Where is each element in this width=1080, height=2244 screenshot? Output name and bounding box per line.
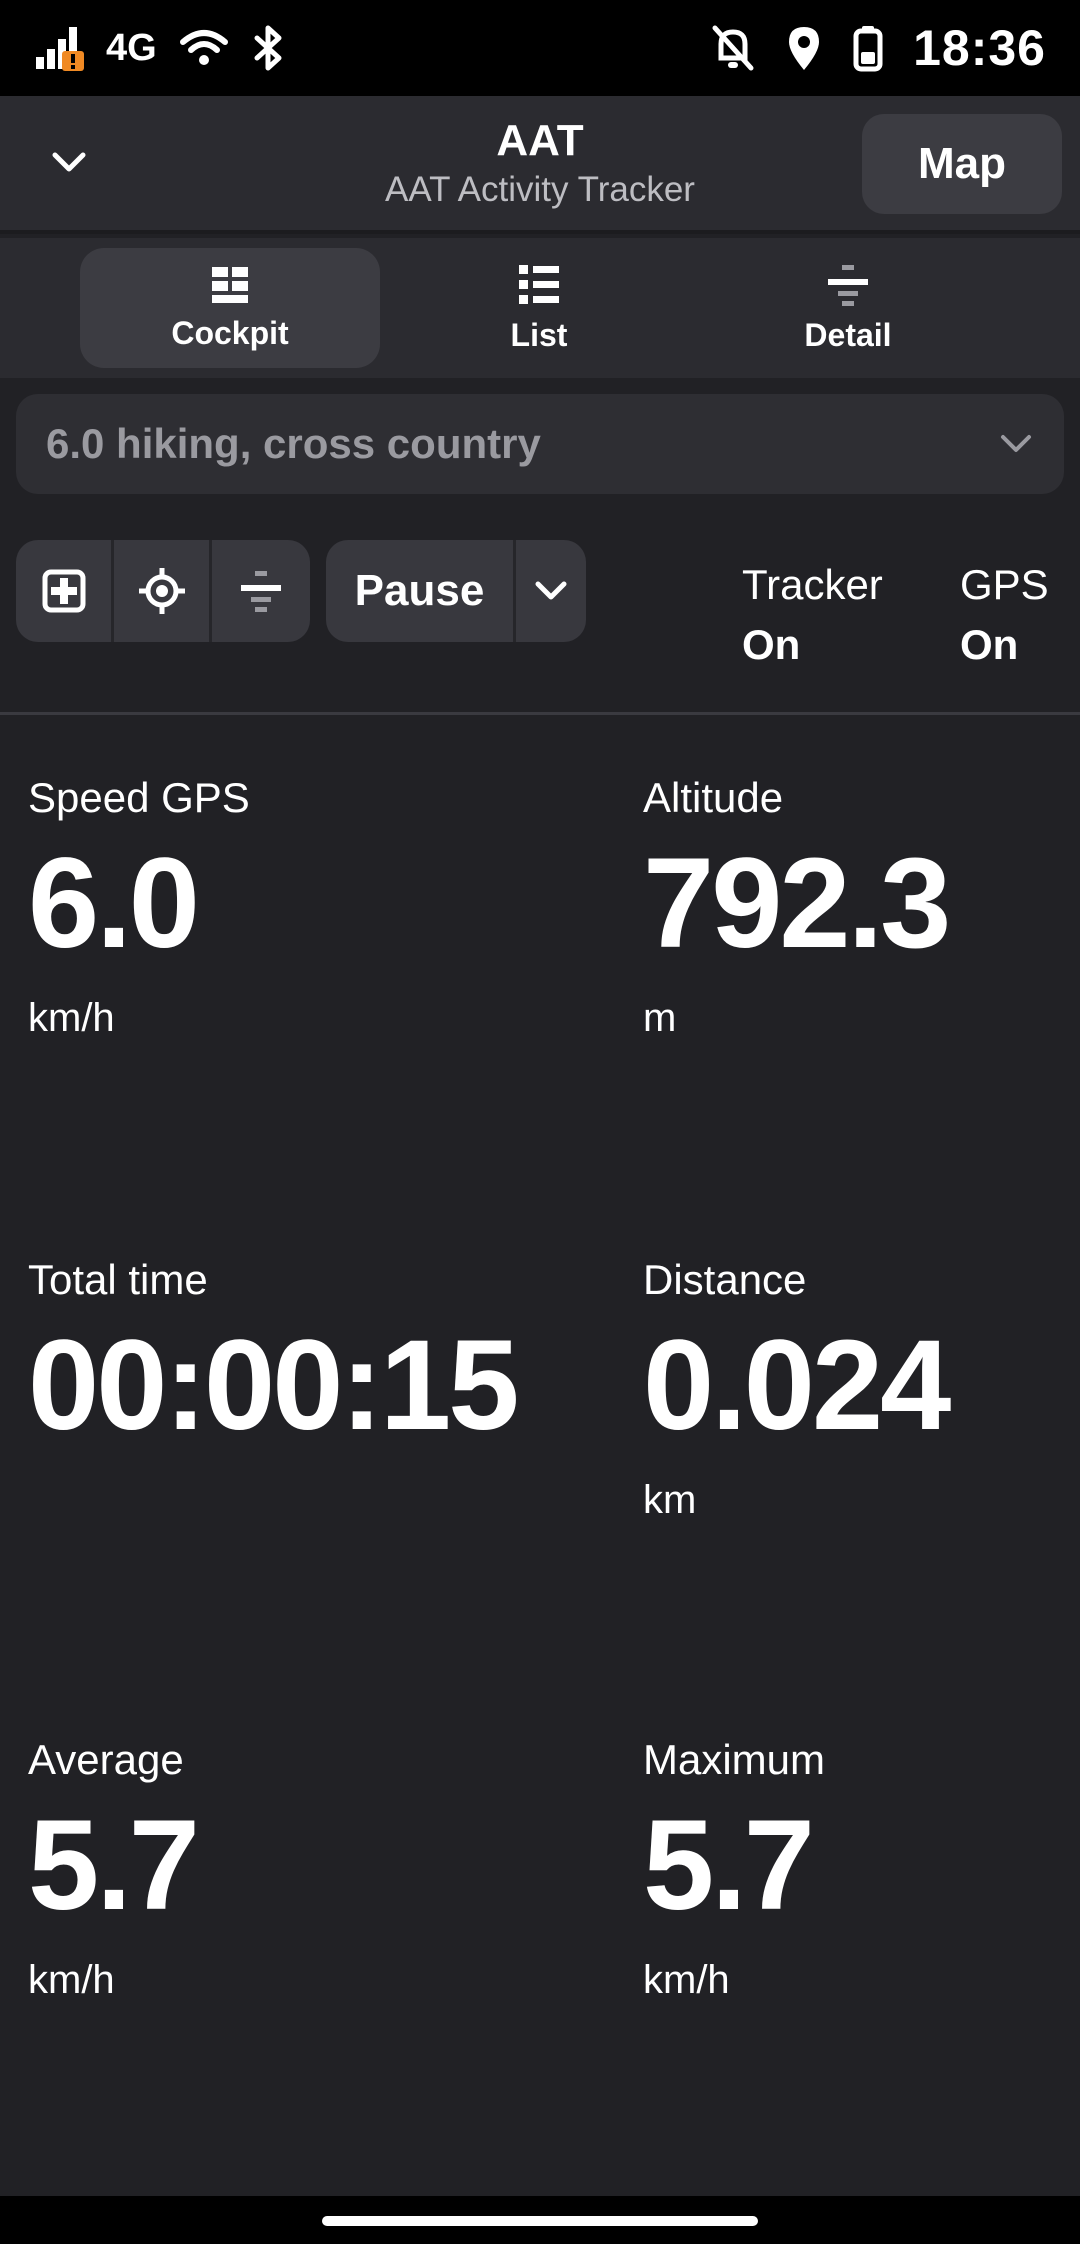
map-frame-icon	[42, 569, 85, 613]
signal-icon	[34, 25, 84, 71]
tab-label: Cockpit	[171, 314, 289, 351]
crosshair-icon	[138, 568, 185, 614]
map-button[interactable]: Map	[862, 114, 1062, 214]
wifi-icon	[179, 28, 229, 68]
tracker-toolbar: Pause	[16, 540, 586, 642]
collapse-button[interactable]	[36, 130, 102, 196]
tracker-value: On	[742, 621, 801, 668]
activity-select[interactable]: 6.0 hiking, cross country	[16, 394, 1064, 494]
cockpit-cell-distance: Distance 0.024 km	[643, 1255, 1080, 1525]
cell-value: 00:00:15	[28, 1314, 519, 1457]
tracker-status: Tracker On	[742, 555, 883, 675]
cell-unit: km/h	[28, 996, 115, 1040]
cell-label: Distance	[643, 1256, 807, 1303]
cockpit-cell-average: Average 5.7 km/h	[28, 1735, 548, 2005]
cell-label: Average	[28, 1736, 184, 1783]
cockpit-cell-speed: Speed GPS 6.0 km/h	[28, 773, 548, 1043]
cockpit-cell-maximum: Maximum 5.7 km/h	[643, 1735, 1080, 2005]
gesture-bar	[0, 2196, 1080, 2244]
cockpit-cell-altitude: Altitude 792.3 m	[643, 773, 1080, 1043]
gps-status: GPS On	[960, 555, 1049, 675]
cell-unit: m	[643, 996, 677, 1040]
list-icon	[519, 264, 559, 304]
location-icon	[785, 24, 823, 72]
chevron-down-icon	[1001, 435, 1031, 452]
tab-label: List	[510, 316, 568, 353]
app-header: AAT AAT Activity Tracker Map	[0, 96, 1080, 234]
bluetooth-icon	[251, 24, 285, 72]
chevron-down-icon	[535, 581, 567, 600]
tab-cockpit[interactable]: Cockpit	[80, 248, 380, 368]
activity-selected-value: 6.0 hiking, cross country	[46, 420, 541, 467]
cell-value: 6.0	[28, 832, 200, 975]
cell-unit: km	[643, 1478, 697, 1522]
cell-label: Total time	[28, 1256, 208, 1303]
cockpit-cell-total-time: Total time 00:00:15	[28, 1255, 548, 1475]
battery-icon	[853, 24, 883, 72]
clock: 18:36	[913, 20, 1046, 76]
network-type: 4G	[106, 26, 157, 69]
detail-view-button[interactable]	[212, 540, 310, 642]
cell-value: 5.7	[643, 1794, 815, 1937]
frame-button[interactable]	[16, 540, 114, 642]
detail-icon	[828, 264, 868, 306]
cell-value: 792.3	[643, 832, 951, 975]
cell-label: Maximum	[643, 1736, 826, 1783]
cockpit-icon	[212, 266, 248, 303]
title-block: AAT AAT Activity Tracker	[240, 116, 840, 214]
tab-bar: Cockpit List Detail	[0, 238, 1080, 378]
tab-detail[interactable]: Detail	[698, 248, 998, 368]
tracker-label: Tracker	[742, 561, 883, 608]
cell-unit: km/h	[28, 1958, 115, 2002]
home-handle[interactable]	[322, 2216, 758, 2226]
page-subtitle: AAT Activity Tracker	[385, 170, 695, 209]
notifications-off-icon	[711, 24, 755, 72]
pause-button[interactable]: Pause	[326, 540, 516, 642]
cell-value: 5.7	[28, 1794, 200, 1937]
status-bar: 4G	[0, 0, 1080, 96]
pause-button-group: Pause	[326, 540, 586, 642]
cell-label: Altitude	[643, 774, 784, 821]
detail-icon	[241, 571, 281, 612]
page-title: AAT	[496, 116, 584, 165]
center-location-button[interactable]	[114, 540, 212, 642]
view-button-group	[16, 540, 310, 642]
chevron-down-icon	[52, 152, 86, 172]
cell-unit: km/h	[643, 1958, 730, 2002]
tab-label: Detail	[804, 316, 892, 353]
pause-options-button[interactable]	[516, 540, 586, 642]
gps-label: GPS	[960, 561, 1049, 608]
tab-list[interactable]: List	[389, 248, 689, 368]
cell-label: Speed GPS	[28, 774, 250, 821]
divider	[0, 712, 1080, 715]
gps-value: On	[960, 621, 1019, 668]
cell-value: 0.024	[643, 1314, 951, 1457]
